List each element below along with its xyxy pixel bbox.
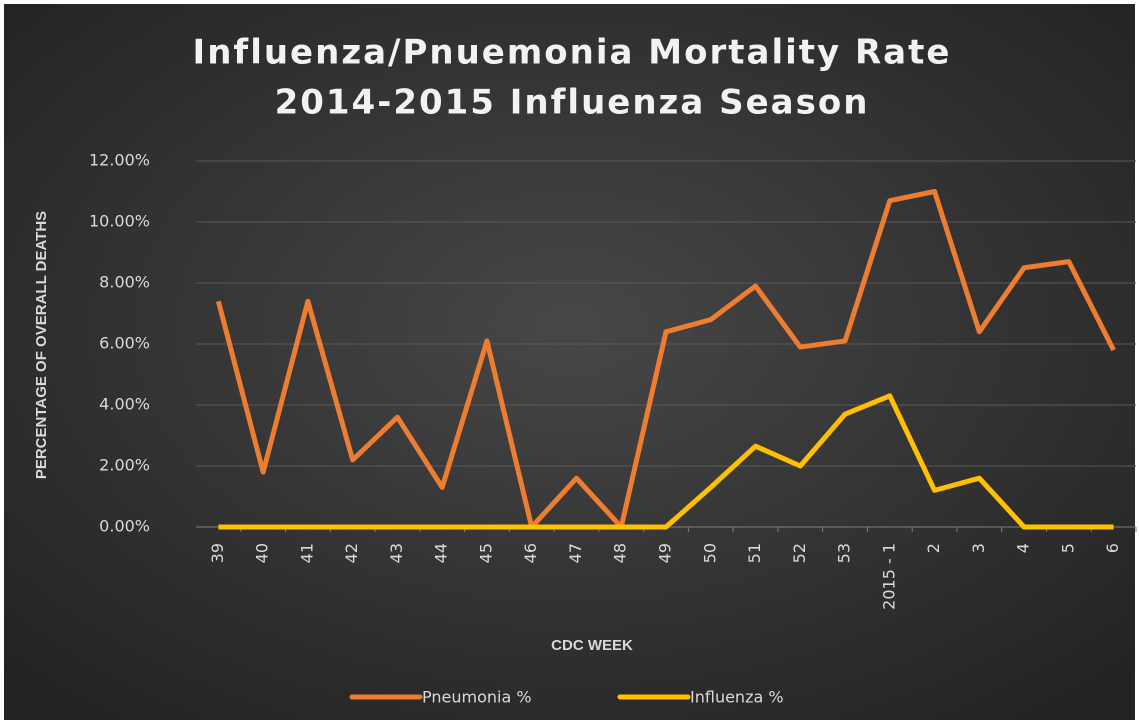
y-tick-label: 4.00% <box>99 395 150 414</box>
x-tick-label: 6 <box>1103 543 1122 553</box>
x-tick-label: 45 <box>476 543 495 563</box>
y-axis-title: PERCENTAGE OF OVERALL DEATHS <box>33 211 50 479</box>
y-tick-label: 2.00% <box>99 456 150 475</box>
x-tick-label: 46 <box>521 543 540 563</box>
x-tick-label: 4 <box>1014 543 1033 553</box>
x-tick-label: 48 <box>611 543 630 563</box>
x-tick-label: 5 <box>1058 543 1077 553</box>
x-tick-label: 43 <box>387 543 406 563</box>
y-tick-label: 0.00% <box>99 517 150 536</box>
x-tick-label: 44 <box>432 543 451 563</box>
y-tick-label: 12.00% <box>89 151 150 170</box>
legend-label: Influenza % <box>690 688 784 707</box>
series-line <box>215 189 1116 530</box>
y-tick-label: 10.00% <box>89 212 150 231</box>
x-tick-label: 2 <box>924 543 943 553</box>
x-tick-label: 53 <box>835 543 854 563</box>
x-tick-label: 47 <box>566 543 585 563</box>
x-tick-label: 42 <box>342 543 361 563</box>
x-tick-label: 41 <box>297 543 316 563</box>
x-tick-label: 3 <box>969 543 988 553</box>
x-tick-label: 50 <box>700 543 719 563</box>
chart-background <box>4 4 1135 720</box>
x-tick-label: 2015 - 1 <box>879 543 898 610</box>
series-line <box>218 393 1114 530</box>
y-tick-label: 6.00% <box>99 334 150 353</box>
x-tick-label: 51 <box>745 543 764 563</box>
x-tick-label: 40 <box>253 543 272 563</box>
chart-title: Influenza/Pnuemonia Mortality Rate <box>193 33 952 73</box>
x-tick-label: 39 <box>208 543 227 563</box>
x-axis-title: CDC WEEK <box>551 637 633 654</box>
y-tick-label: 8.00% <box>99 273 150 292</box>
chart-subtitle: 2014-2015 Influenza Season <box>275 83 870 123</box>
x-tick-label: 52 <box>790 543 809 563</box>
x-tick-label: 49 <box>656 543 675 563</box>
legend-label: Pneumonia % <box>422 688 532 707</box>
